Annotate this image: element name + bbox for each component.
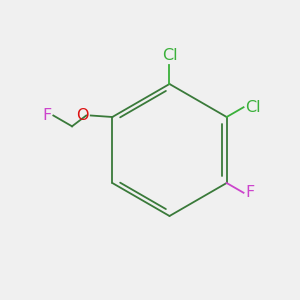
Text: Cl: Cl bbox=[245, 100, 261, 115]
Text: F: F bbox=[43, 108, 52, 123]
Text: Cl: Cl bbox=[162, 48, 177, 63]
Text: F: F bbox=[245, 185, 254, 200]
Text: O: O bbox=[76, 108, 88, 123]
